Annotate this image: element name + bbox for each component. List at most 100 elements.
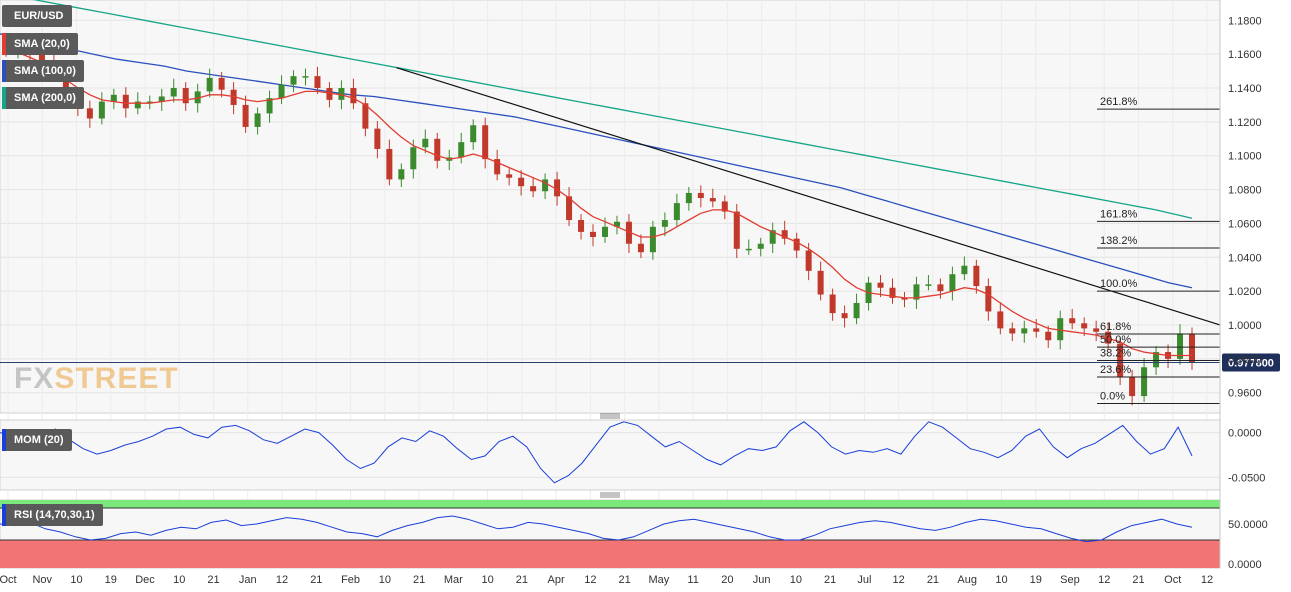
candle-down: [38, 54, 45, 61]
mom-swatch: [2, 429, 6, 451]
sma-100-legend[interactable]: SMA (100,0): [2, 60, 84, 82]
time-tick-label: May: [648, 574, 669, 586]
axes-group: 1.1800 1.1600 1.1400 1.1200 1.1000 1.0800 1.06…: [0, 0, 1268, 586]
candle-up: [422, 138, 429, 148]
instrument-legend[interactable]: EUR/USD: [2, 5, 72, 27]
time-tick-label: 10: [379, 574, 391, 586]
candle-up: [206, 77, 213, 92]
time-tick-label: 12: [584, 574, 596, 586]
time-tick-label: 21: [619, 574, 631, 586]
time-tick-label: Sep: [1060, 574, 1080, 586]
candle-up: [254, 113, 261, 127]
price-panel-grid: [0, 0, 1221, 568]
candle-up: [194, 91, 201, 104]
candle-up: [613, 221, 620, 227]
current-price-badge: [1222, 353, 1280, 372]
candle-up: [170, 88, 177, 97]
candle-down: [1105, 331, 1112, 344]
time-tick-label: Feb: [341, 574, 360, 586]
time-tick-label: 12: [893, 574, 905, 586]
candle-up: [745, 248, 752, 251]
mom-label: MOM (20): [14, 434, 64, 446]
rsi-line: [0, 515, 1193, 543]
price-tick-label: 1.1800: [1228, 15, 1262, 27]
fib-level-label: 61.8%: [1100, 321, 1131, 333]
candle-up: [158, 96, 165, 102]
sma-200-swatch: [2, 87, 6, 109]
mom-tick-label: 0.0000: [1228, 428, 1262, 440]
candle-down: [182, 88, 189, 104]
candle-down: [590, 231, 597, 237]
momentum-panel: [0, 419, 1221, 491]
sma-20-swatch: [2, 33, 6, 55]
fib-level-label: 0.0%: [1100, 391, 1125, 403]
candle-up: [110, 94, 117, 102]
time-tick-label: Nov: [32, 574, 52, 586]
candle-down: [697, 192, 704, 199]
candle-down: [122, 94, 129, 109]
candle-down: [230, 89, 237, 105]
sma-200-line-group: [32, 0, 1193, 219]
rsi-overbought-zone: [0, 500, 1220, 508]
price-panel-frame: [0, 0, 1221, 414]
candle-down: [1069, 318, 1076, 324]
candle-down: [625, 221, 632, 244]
time-tick-label: 12: [276, 574, 288, 586]
candle-down: [86, 108, 93, 119]
candle-down: [434, 138, 441, 161]
candle-down: [362, 103, 369, 129]
candle-down: [1081, 323, 1088, 329]
candle-down: [1009, 328, 1016, 334]
candle-down: [482, 125, 489, 160]
price-tick-label: 1.1200: [1228, 117, 1262, 129]
sma-200-legend[interactable]: SMA (200,0): [2, 87, 84, 109]
candle-up: [649, 226, 656, 253]
candle-up: [661, 220, 668, 227]
candle-up: [601, 226, 608, 237]
time-tick-label: 12: [1201, 574, 1213, 586]
time-tick-label: Jul: [857, 574, 871, 586]
sma-20-legend[interactable]: SMA (20,0): [2, 33, 78, 55]
candle-down: [985, 286, 992, 312]
candle-up: [853, 302, 860, 319]
candle-down: [386, 148, 393, 180]
mom-line: [0, 421, 1193, 484]
candle-down: [841, 313, 848, 319]
rsi-tick-label: 0.0000: [1228, 559, 1262, 571]
candle-up: [290, 76, 297, 85]
candle-down: [829, 294, 836, 314]
time-tick-label: Jan: [239, 574, 257, 586]
candlestick-group: [3, 34, 1195, 406]
candle-down: [578, 220, 585, 232]
fxstreet-watermark: FXSTREET: [14, 362, 179, 396]
candle-up: [1057, 318, 1064, 341]
candle-down: [506, 174, 513, 178]
candle-down: [973, 265, 980, 287]
candle-down: [901, 297, 908, 300]
candle-down: [817, 270, 824, 295]
price-tick-label: 1.0400: [1228, 252, 1262, 264]
sma-100-label: SMA (100,0): [14, 65, 76, 77]
sma-200-label: SMA (200,0): [14, 92, 76, 104]
mom-legend[interactable]: MOM (20): [2, 429, 72, 451]
time-tick-label: Oct: [0, 574, 17, 586]
time-tick-label: 11: [687, 574, 698, 586]
sma-200-line: [32, 0, 1193, 219]
candle-down: [1033, 328, 1040, 332]
price-tick-label: 1.1400: [1228, 83, 1262, 95]
time-tick-label: Oct: [1164, 574, 1181, 586]
sma-20-line: [5, 48, 1192, 357]
fib-level-label: 38.2%: [1100, 348, 1131, 360]
time-tick-label: Apr: [548, 574, 565, 586]
candle-down: [494, 159, 501, 175]
candle-up: [278, 84, 285, 99]
candle-down: [62, 71, 69, 102]
time-tick-label: Jun: [753, 574, 771, 586]
candle-down: [1129, 377, 1136, 397]
candle-up: [961, 265, 968, 275]
candle-down: [637, 243, 644, 253]
candle-up: [458, 142, 465, 158]
fib-level-label: 138.2%: [1100, 235, 1138, 247]
rsi-legend[interactable]: RSI (14,70,30,1): [2, 504, 103, 526]
watermark-street-text: STREET: [54, 362, 179, 395]
